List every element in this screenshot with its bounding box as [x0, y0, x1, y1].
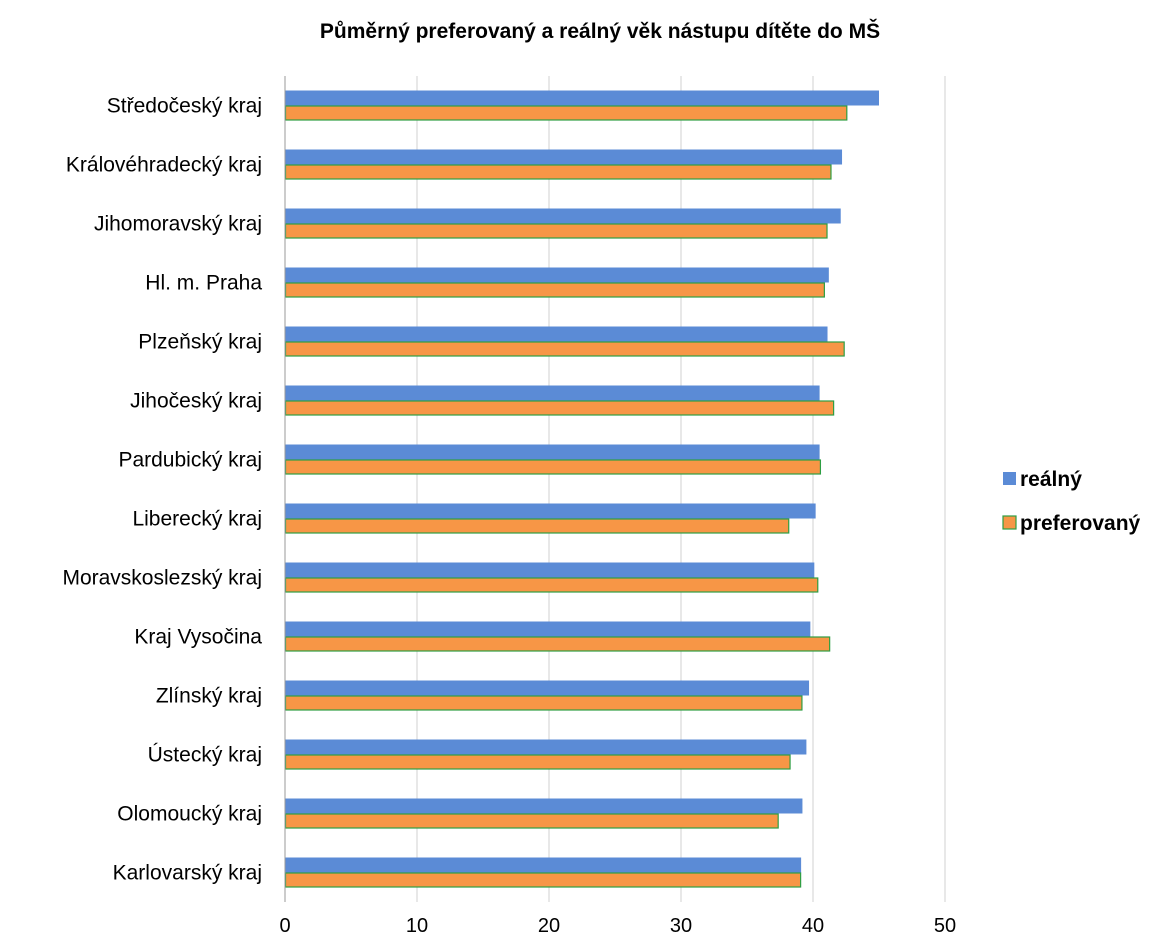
- bar-realny: [285, 149, 843, 165]
- bar-preferovany: [284, 695, 803, 711]
- bar-preferovany: [284, 164, 832, 180]
- category-label: Pardubický kraj: [118, 449, 262, 472]
- category-label: Ústecký kraj: [148, 744, 262, 767]
- legend-label: reálný: [1020, 468, 1082, 491]
- x-tick-label: 30: [670, 915, 692, 937]
- legend: reálný preferovaný: [1002, 468, 1141, 535]
- bar-preferovany: [284, 813, 779, 829]
- bar-realny: [285, 267, 829, 283]
- x-tick-label: 10: [406, 915, 428, 937]
- axes: 0 10 20 30 40 50 Středočeský kraj Královéhradec…: [62, 76, 956, 937]
- bar-realny: [285, 621, 811, 637]
- bar-preferovany: [284, 400, 835, 416]
- category-label: Jihomoravský kraj: [94, 213, 262, 236]
- legend-label: preferovaný: [1020, 512, 1141, 535]
- legend-swatch: [1003, 472, 1016, 485]
- bar-preferovany: [284, 223, 828, 239]
- bar-realny: [285, 503, 816, 519]
- category-label: Jihočeský kraj: [130, 390, 262, 413]
- bar-preferovany: [284, 636, 831, 652]
- bar-preferovany: [284, 518, 790, 534]
- bar-realny: [285, 798, 803, 814]
- bar-preferovany: [284, 577, 819, 593]
- bar-realny: [285, 562, 815, 578]
- bar-realny: [285, 739, 807, 755]
- bar-realny: [285, 857, 802, 873]
- bars: [284, 90, 879, 888]
- bar-realny: [285, 444, 820, 460]
- bar-realny: [285, 385, 820, 401]
- category-label: Zlínský kraj: [156, 685, 262, 708]
- bar-preferovany: [284, 282, 825, 298]
- bar-preferovany: [284, 459, 822, 475]
- bar-realny: [285, 326, 828, 342]
- bar-realny: [285, 90, 879, 106]
- bar-realny: [285, 680, 810, 696]
- category-label: Karlovarský kraj: [113, 862, 262, 885]
- x-tick-label: 20: [538, 915, 560, 937]
- category-label: Olomoucký kraj: [117, 803, 262, 826]
- category-label: Kraj Vysočina: [134, 626, 262, 649]
- category-label: Plzeňský kraj: [138, 331, 262, 354]
- category-label: Hl. m. Praha: [145, 272, 262, 295]
- x-tick-label: 40: [802, 915, 824, 937]
- category-label: Královéhradecký kraj: [66, 154, 262, 177]
- category-label: Středočeský kraj: [107, 95, 262, 118]
- bar-preferovany: [284, 872, 802, 888]
- x-tick-label: 50: [934, 915, 956, 937]
- bar-realny: [285, 208, 841, 224]
- bar-preferovany: [284, 754, 791, 770]
- legend-swatch: [1002, 515, 1017, 530]
- chart-title: Půměrný preferovaný a reálný věk nástupu…: [320, 19, 880, 43]
- x-tick-label: 0: [279, 915, 290, 937]
- category-label: Liberecký kraj: [132, 508, 262, 531]
- bar-preferovany: [284, 341, 845, 357]
- category-label: Moravskoslezský kraj: [62, 567, 262, 590]
- gridlines: [416, 76, 946, 902]
- bar-preferovany: [284, 105, 848, 121]
